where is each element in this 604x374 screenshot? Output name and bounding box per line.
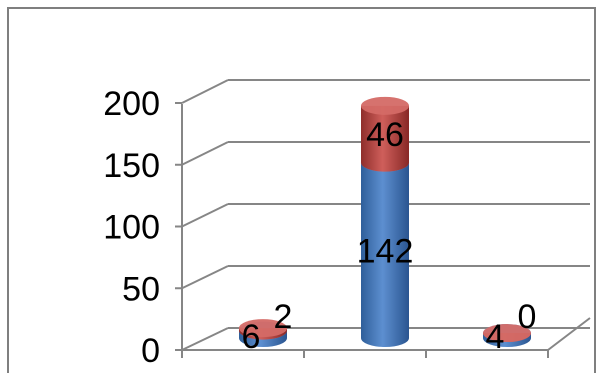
floor-right-edge: [547, 317, 591, 351]
y-tick-label-0: 0: [141, 332, 160, 370]
gridline-wall-2: [181, 203, 229, 228]
gridline-wall-4: [181, 79, 229, 104]
chart-frame: [7, 7, 596, 373]
y-axis: 0 50 100 150 200: [103, 85, 160, 370]
data-label-0-series-1: 2: [274, 298, 293, 336]
bar-2-series-1-cap: [483, 324, 531, 343]
data-label-0-series-0: 6: [242, 318, 261, 356]
bar-2-series-1: [483, 324, 531, 343]
data-label-2-series-1: 0: [518, 298, 537, 336]
y-tick-label-4: 200: [103, 85, 160, 123]
y-tick-label-1: 50: [122, 270, 160, 308]
data-label-2-series-0: 4: [486, 318, 505, 356]
y-tick-label-3: 150: [103, 147, 160, 185]
bar-1-series-1-cap: [361, 96, 409, 115]
data-label-1-series-1: 46: [366, 116, 404, 154]
bar-0-series-1-cap: [239, 319, 287, 338]
bars: [239, 96, 531, 347]
bar-1-series-1-body: [361, 105, 409, 172]
bar-1-series-0-body: [361, 162, 409, 347]
gridline-wall-1: [181, 265, 229, 290]
gridline-wall-3: [181, 141, 229, 166]
y-tick-label-2: 100: [103, 209, 160, 247]
data-label-1-series-0: 142: [357, 232, 414, 270]
bar-0-series-1: [239, 319, 287, 340]
bar-1-series-1: [361, 96, 409, 172]
gridline-wall-0: [181, 327, 229, 351]
data-labels: 62 142 46 40: [242, 116, 537, 356]
